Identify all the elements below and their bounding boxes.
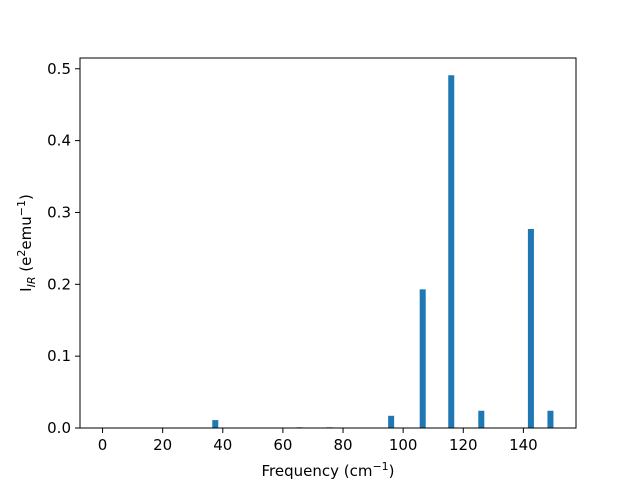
y-tick-label: 0.1 (47, 347, 71, 365)
bar-0-6 (478, 410, 485, 428)
plot-frame (79, 57, 577, 429)
y-tick-label: 0.2 (47, 275, 71, 293)
x-tick-label: 40 (213, 436, 232, 454)
x-tick-label: 20 (153, 436, 172, 454)
bar-0-8 (547, 410, 554, 428)
y-tick-label: 0.3 (47, 203, 71, 221)
bar-0-7 (527, 228, 534, 428)
bar-0-0 (212, 420, 219, 428)
x-tick-label: 100 (389, 436, 418, 454)
bar-0-5 (448, 75, 455, 428)
bar-0-3 (388, 415, 395, 428)
x-axis-title: Frequency (cm−1) (261, 460, 394, 480)
x-tick-label: 140 (509, 436, 538, 454)
y-tick-label: 0.4 (47, 132, 71, 150)
y-axis: 0.0 0.1 0.2 0.3 0.4 0.5 (47, 60, 80, 437)
x-tick-label: 80 (333, 436, 352, 454)
y-tick-label: 0.5 (47, 60, 71, 78)
x-tick-label: 0 (98, 436, 108, 454)
bar-0-4 (419, 289, 426, 428)
x-axis: 0 20 40 60 80 100 120 140 (98, 428, 538, 454)
x-tick-label: 60 (273, 436, 292, 454)
y-tick-label: 0.0 (47, 419, 71, 437)
x-tick-label: 120 (449, 436, 478, 454)
y-axis-title: IIR (e2emu−1) (15, 194, 38, 292)
